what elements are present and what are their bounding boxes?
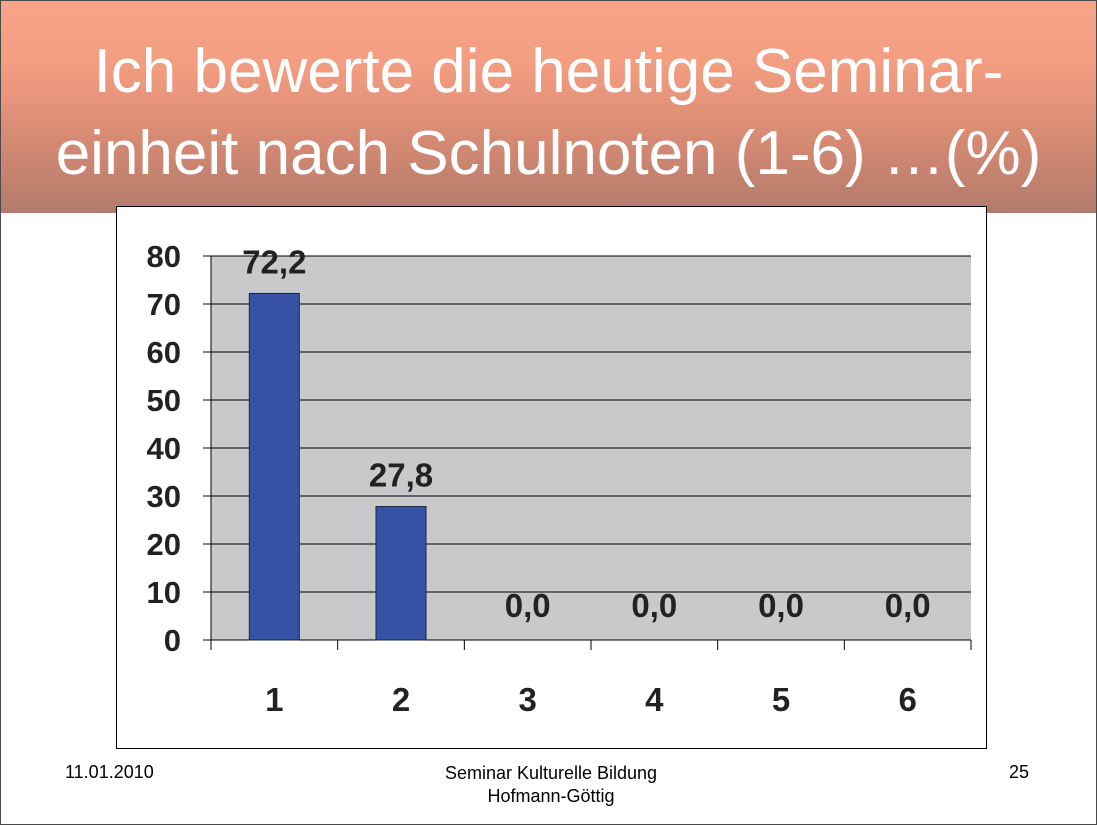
x-tick-label-2: 2 — [392, 681, 410, 718]
chart-frame: 0 10 20 30 40 50 60 70 80 72,2 1 27,8 2 0,0 3 0,0 4 0,0 5 0… — [116, 206, 987, 749]
bar-chart: 0 10 20 30 40 50 60 70 80 72,2 1 27,8 2 0,0 3 0,0 4 0,0 5 0… — [147, 239, 972, 718]
slide-title-line-1: Ich bewerte die heutige Seminar- — [93, 37, 1004, 106]
y-tick-label: 80 — [147, 239, 181, 274]
y-tick-label: 0 — [164, 623, 181, 658]
y-tick-label: 40 — [147, 431, 181, 466]
y-tick-label: 60 — [147, 335, 181, 370]
x-tick-label-4: 4 — [645, 681, 664, 718]
data-label-1: 72,2 — [242, 243, 306, 280]
footer-date: 11.01.2010 — [65, 762, 154, 782]
data-label-4: 0,0 — [631, 587, 677, 624]
x-tick-label-6: 6 — [898, 681, 916, 718]
x-tick-label-3: 3 — [518, 681, 536, 718]
data-label-2: 27,8 — [369, 457, 433, 494]
y-tick-label: 20 — [147, 527, 181, 562]
y-tick-label: 70 — [147, 287, 181, 322]
x-tick-label-1: 1 — [265, 681, 283, 718]
data-label-5: 0,0 — [758, 587, 804, 624]
footer-seminar-name: Seminar Kulturelle Bildung — [444, 763, 658, 783]
bar-1 — [248, 292, 300, 641]
y-tick-label: 30 — [147, 479, 181, 514]
footer-author: Hofmann-Göttig — [487, 786, 615, 806]
y-tick-label: 50 — [147, 383, 181, 418]
y-tick-label: 10 — [147, 575, 181, 610]
x-tick-label-5: 5 — [772, 681, 790, 718]
slide-title-line-2: einheit nach Schulnoten (1-6) …(%) — [55, 119, 1042, 188]
title-band — [1, 1, 1096, 213]
data-label-3: 0,0 — [505, 587, 551, 624]
bar-2 — [375, 506, 427, 641]
page-number: 25 — [1009, 762, 1030, 782]
data-label-6: 0,0 — [885, 587, 931, 624]
footer-center: Seminar Kulturelle Bildung Hofmann-Götti… — [401, 762, 701, 808]
